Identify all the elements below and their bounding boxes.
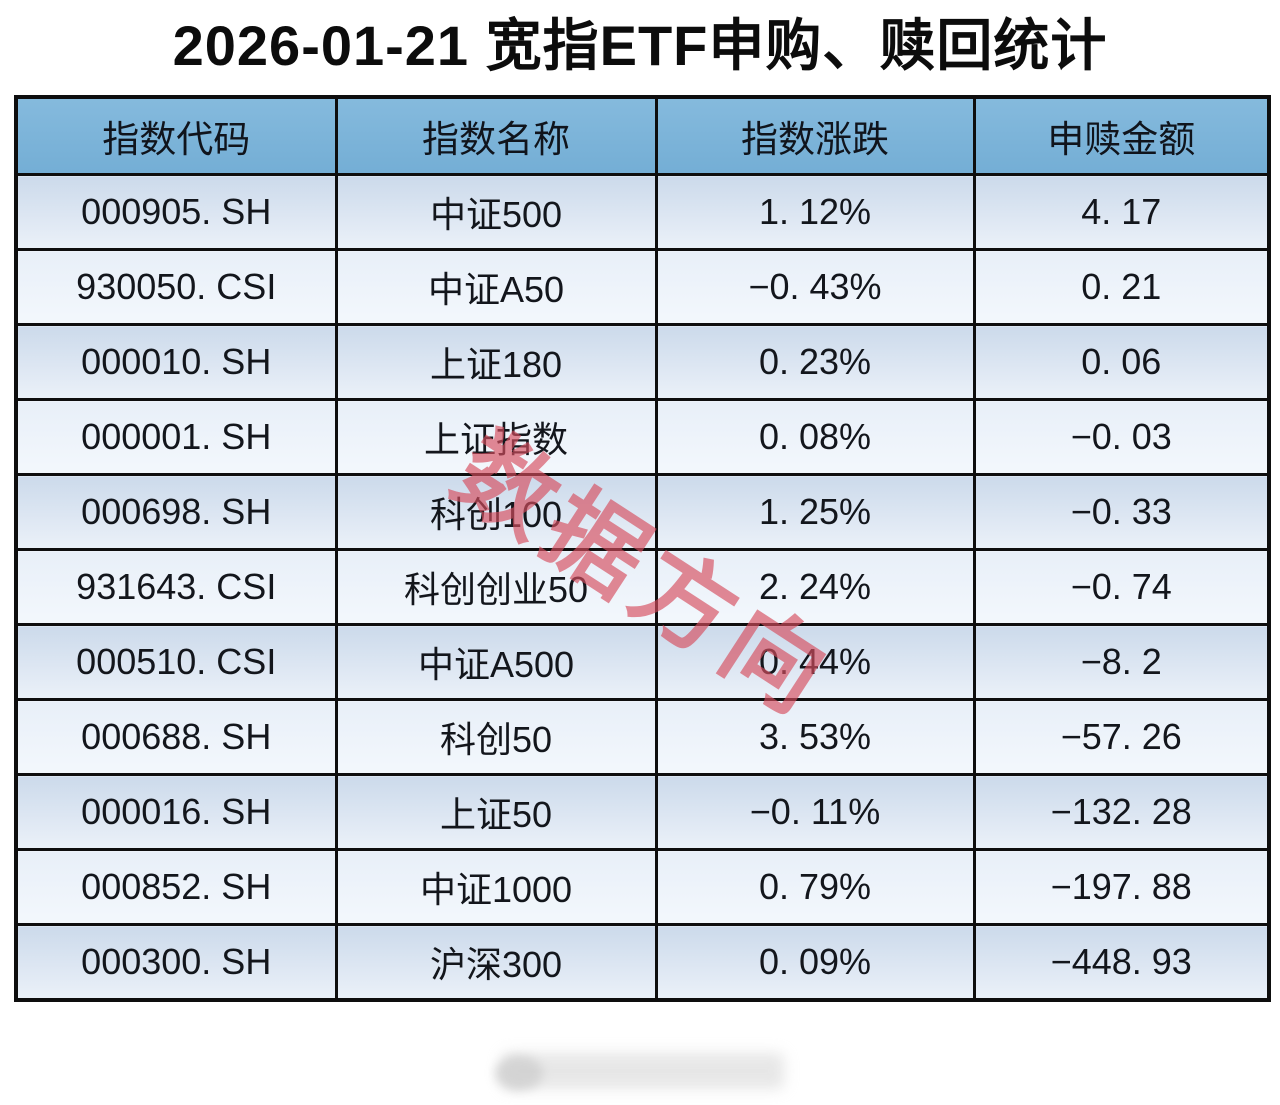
column-header-amount: 申赎金额 bbox=[972, 95, 1271, 176]
cell-amount: −0. 03 bbox=[972, 398, 1271, 476]
column-header-change: 指数涨跌 bbox=[654, 95, 976, 176]
table-row: 000510. CSI 中证A500 0. 44% −8. 2 bbox=[14, 623, 1271, 701]
cell-change: 1. 25% bbox=[654, 473, 976, 551]
etf-table: 指数代码 指数名称 指数涨跌 申赎金额 000905. SH 中证500 1. … bbox=[14, 95, 1271, 1002]
cell-code: 000010. SH bbox=[14, 323, 338, 401]
cell-name: 上证指数 bbox=[334, 398, 658, 476]
table-row: 000905. SH 中证500 1. 12% 4. 17 bbox=[14, 173, 1271, 251]
table-row: 000698. SH 科创100 1. 25% −0. 33 bbox=[14, 473, 1271, 551]
cell-amount: −197. 88 bbox=[972, 848, 1271, 926]
cell-change: −0. 43% bbox=[654, 248, 976, 326]
table-row: 000300. SH 沪深300 0. 09% −448. 93 bbox=[14, 923, 1271, 1002]
cell-code: 000510. CSI bbox=[14, 623, 338, 701]
cell-code: 931643. CSI bbox=[14, 548, 338, 626]
cell-code: 000016. SH bbox=[14, 773, 338, 851]
cell-code: 000905. SH bbox=[14, 173, 338, 251]
cell-change: 0. 23% bbox=[654, 323, 976, 401]
cell-amount: −132. 28 bbox=[972, 773, 1271, 851]
cell-name: 中证500 bbox=[334, 173, 658, 251]
blurred-watermark bbox=[502, 1053, 784, 1089]
cell-code: 000001. SH bbox=[14, 398, 338, 476]
cell-change: 0. 79% bbox=[654, 848, 976, 926]
table-row: 000016. SH 上证50 −0. 11% −132. 28 bbox=[14, 773, 1271, 851]
cell-name: 上证50 bbox=[334, 773, 658, 851]
cell-amount: 4. 17 bbox=[972, 173, 1271, 251]
cell-name: 中证A500 bbox=[334, 623, 658, 701]
cell-name: 中证A50 bbox=[334, 248, 658, 326]
table-row: 000010. SH 上证180 0. 23% 0. 06 bbox=[14, 323, 1271, 401]
cell-change: 2. 24% bbox=[654, 548, 976, 626]
cell-name: 沪深300 bbox=[334, 923, 658, 1002]
cell-change: 0. 08% bbox=[654, 398, 976, 476]
cell-change: 0. 09% bbox=[654, 923, 976, 1002]
cell-amount: −0. 33 bbox=[972, 473, 1271, 551]
cell-name: 科创50 bbox=[334, 698, 658, 776]
cell-name: 科创100 bbox=[334, 473, 658, 551]
cell-amount: 0. 21 bbox=[972, 248, 1271, 326]
cell-change: 1. 12% bbox=[654, 173, 976, 251]
cell-name: 科创创业50 bbox=[334, 548, 658, 626]
cell-change: 3. 53% bbox=[654, 698, 976, 776]
table-row: 000001. SH 上证指数 0. 08% −0. 03 bbox=[14, 398, 1271, 476]
cell-name: 上证180 bbox=[334, 323, 658, 401]
table-row: 000852. SH 中证1000 0. 79% −197. 88 bbox=[14, 848, 1271, 926]
cell-code: 000688. SH bbox=[14, 698, 338, 776]
cell-amount: −448. 93 bbox=[972, 923, 1271, 1002]
cell-amount: −57. 26 bbox=[972, 698, 1271, 776]
cell-change: −0. 11% bbox=[654, 773, 976, 851]
cell-amount: −8. 2 bbox=[972, 623, 1271, 701]
cell-change: 0. 44% bbox=[654, 623, 976, 701]
page-title: 2026-01-21 宽指ETF申购、赎回统计 bbox=[172, 14, 1108, 77]
header-row: 指数代码 指数名称 指数涨跌 申赎金额 bbox=[14, 95, 1271, 176]
cell-code: 000300. SH bbox=[14, 923, 338, 1002]
cell-name: 中证1000 bbox=[334, 848, 658, 926]
table-row: 931643. CSI 科创创业50 2. 24% −0. 74 bbox=[14, 548, 1271, 626]
cell-amount: −0. 74 bbox=[972, 548, 1271, 626]
cell-code: 930050. CSI bbox=[14, 248, 338, 326]
cell-code: 000852. SH bbox=[14, 848, 338, 926]
column-header-name: 指数名称 bbox=[334, 95, 658, 176]
column-header-code: 指数代码 bbox=[14, 95, 338, 176]
cell-code: 000698. SH bbox=[14, 473, 338, 551]
table-row: 930050. CSI 中证A50 −0. 43% 0. 21 bbox=[14, 248, 1271, 326]
cell-amount: 0. 06 bbox=[972, 323, 1271, 401]
table-row: 000688. SH 科创50 3. 53% −57. 26 bbox=[14, 698, 1271, 776]
